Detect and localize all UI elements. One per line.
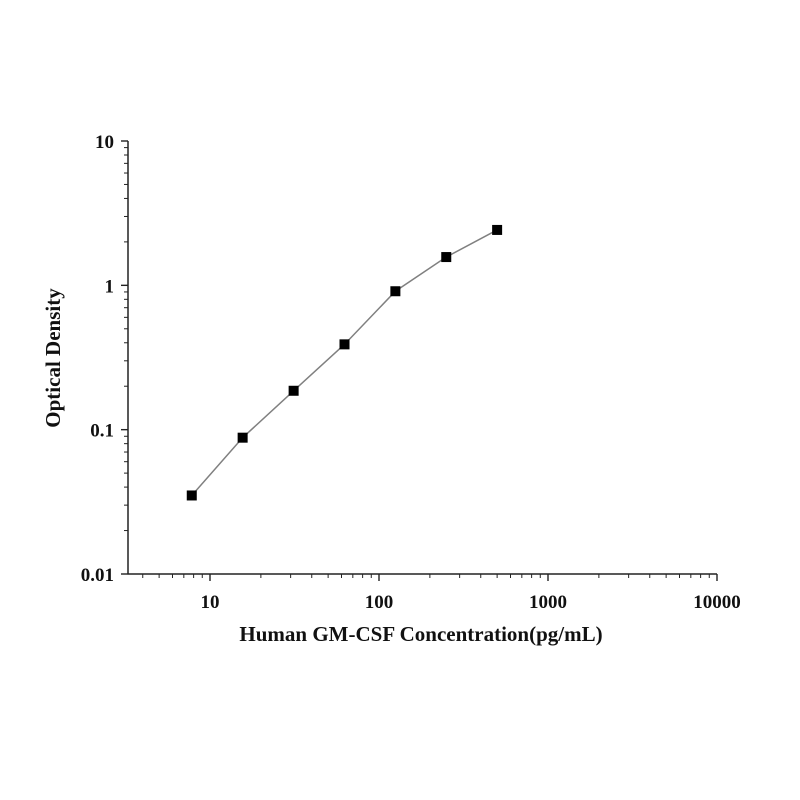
y-axis-title: Optical Density <box>41 288 65 428</box>
x-tick-label: 10000 <box>693 592 741 613</box>
data-point-marker <box>237 432 248 443</box>
y-tick-label: 10 <box>95 132 114 153</box>
data-point-marker <box>186 490 197 501</box>
y-tick-label: 0.01 <box>81 565 114 586</box>
data-point-marker <box>288 385 299 396</box>
x-tick-label: 10 <box>201 592 220 613</box>
data-point-marker <box>390 286 401 297</box>
x-axis-title: Human GM-CSF Concentration(pg/mL) <box>239 622 602 646</box>
x-tick-label: 100 <box>365 592 394 613</box>
fit-curve <box>191 229 498 496</box>
y-tick-label: 0.1 <box>90 421 114 442</box>
axes: 0.01 0.1 1 10 10 100 1000 10000 <box>81 132 741 613</box>
data-point-marker <box>339 339 350 350</box>
x-tick-label: 1000 <box>529 592 567 613</box>
data-point-marker <box>441 252 452 263</box>
data-point-marker <box>492 224 503 235</box>
plot-area <box>186 224 503 501</box>
y-tick-label: 1 <box>105 276 115 297</box>
